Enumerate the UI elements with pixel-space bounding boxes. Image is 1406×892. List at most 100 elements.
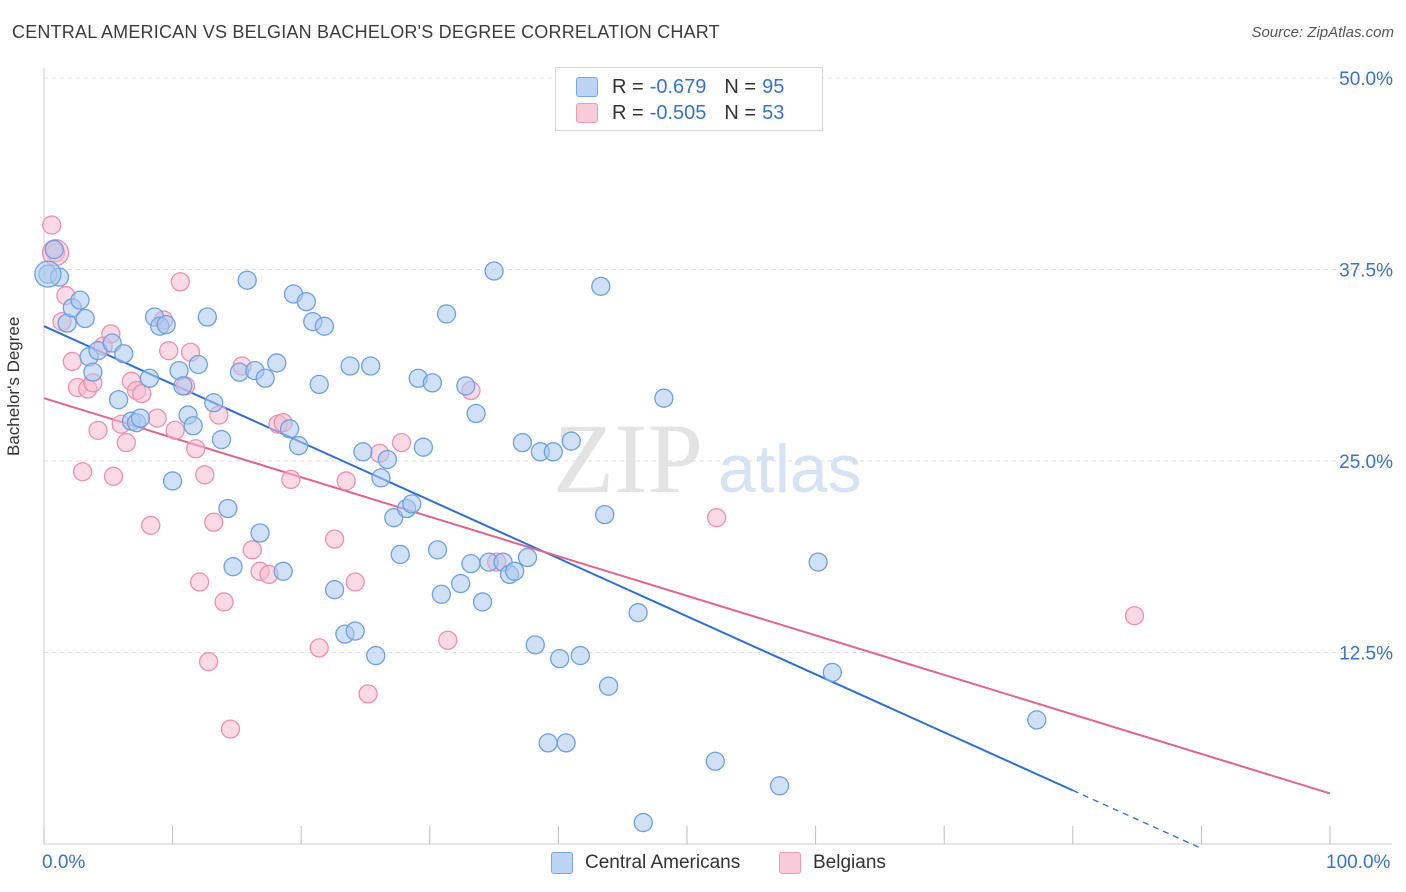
central-american-point: [390, 544, 410, 565]
central-american-point: [595, 504, 615, 525]
central-american-point: [162, 471, 183, 491]
watermark: ZIP atlas: [553, 403, 862, 514]
central-american-point: [633, 812, 653, 833]
y-axis-label: Bachelor's Degree: [4, 316, 23, 456]
legend-swatch-blue: [551, 852, 573, 874]
belgian-point: [309, 638, 329, 658]
legend-item-central-americans[interactable]: Central Americans: [551, 852, 740, 874]
belgian-point: [170, 272, 190, 292]
central-american-point: [654, 388, 674, 408]
central-american-point: [371, 468, 391, 488]
central-american-point: [309, 374, 329, 395]
y-tick-labels: 12.5% 25.0% 37.5% 50.0%: [1339, 69, 1393, 665]
correlation-legend: R = -0.679 N = 95 R = -0.505 N = 53: [555, 67, 823, 131]
central-american-point: [525, 635, 545, 655]
belgian-point: [324, 529, 345, 549]
belgian-point: [159, 341, 179, 361]
central-american-point: [75, 308, 95, 329]
central-american-point: [130, 408, 151, 428]
central-american-point: [255, 368, 275, 388]
r-value: -0.679: [649, 75, 707, 98]
belgian-point: [438, 630, 458, 650]
central-american-point: [218, 498, 238, 519]
x-tick-label-min: 0.0%: [42, 852, 86, 873]
central-american-point: [250, 523, 270, 543]
belgian-point: [358, 684, 378, 704]
central-american-point: [108, 390, 129, 410]
belgian-point: [88, 420, 108, 441]
central-american-point: [340, 356, 360, 376]
central-american-point: [314, 316, 334, 336]
central-american-point: [598, 676, 619, 696]
central-american-point: [466, 403, 486, 424]
central-american-point: [808, 552, 828, 572]
central-american-point: [267, 353, 287, 373]
central-american-point: [183, 416, 203, 436]
central-american-point: [402, 494, 422, 514]
belgians-trend-line: [43, 397, 1331, 795]
central-american-point: [273, 561, 293, 581]
belgian-point: [336, 471, 356, 491]
belgian-point: [204, 512, 224, 532]
central-american-point: [505, 561, 525, 581]
central-american-point: [436, 304, 457, 324]
belgian-point: [186, 439, 206, 459]
belgian-point: [165, 420, 185, 441]
central-american-point: [237, 270, 257, 290]
central-american-point: [366, 645, 386, 666]
belgian-point: [42, 215, 62, 235]
central-american-point: [188, 354, 208, 375]
belgian-point: [1124, 606, 1145, 626]
belgian-point: [391, 432, 412, 453]
source-label: Source: ZipAtlas.com: [1251, 24, 1394, 41]
central-american-point: [422, 373, 443, 393]
belgians-points: [41, 215, 1145, 739]
central-american-point: [570, 645, 590, 666]
central-american-point: [512, 432, 533, 453]
belgian-point: [62, 351, 82, 372]
central-american-point: [591, 276, 611, 297]
legend-row-belgians: R = -0.505 N = 53: [576, 101, 784, 125]
central-american-point: [44, 239, 64, 260]
belgian-point: [72, 462, 93, 482]
legend-label: Belgians: [813, 852, 886, 873]
central-american-point: [472, 592, 493, 612]
central-american-point: [822, 662, 842, 683]
legend-swatch-pink: [576, 103, 598, 123]
belgian-point: [147, 408, 167, 428]
belgian-point: [132, 383, 152, 404]
series-legend: Central Americans Belgians: [0, 850, 1406, 878]
belgian-point: [214, 592, 234, 612]
watermark-atlas: atlas: [718, 431, 862, 507]
central-american-point: [1027, 710, 1047, 730]
central-american-point: [484, 261, 504, 281]
belgian-point: [220, 719, 241, 739]
y-tick-label: 12.5%: [1339, 644, 1393, 665]
central-american-point: [456, 376, 476, 396]
central-american-point: [538, 733, 558, 753]
belgian-point: [195, 465, 215, 485]
central-americans-trend-extension: [1072, 789, 1202, 849]
legend-swatch-pink: [779, 852, 801, 874]
central-american-point: [114, 344, 134, 364]
central-american-point: [461, 553, 481, 574]
belgian-point: [141, 515, 161, 535]
y-tick-label: 37.5%: [1339, 261, 1393, 282]
legend-item-belgians[interactable]: Belgians: [779, 852, 886, 874]
central-american-point: [83, 362, 103, 382]
chart-title: CENTRAL AMERICAN VS BELGIAN BACHELOR'S D…: [12, 22, 720, 42]
y-tick-label: 50.0%: [1339, 69, 1393, 90]
belgian-point: [281, 469, 301, 490]
central-american-point: [345, 621, 365, 641]
r-label: R =: [612, 101, 644, 124]
central-american-point: [550, 648, 570, 669]
legend-label: Central Americans: [585, 852, 741, 873]
n-label: N =: [724, 75, 757, 98]
central-american-point: [211, 429, 232, 450]
n-value: 53: [762, 101, 785, 124]
central-american-point: [451, 573, 471, 594]
central-american-point: [628, 603, 648, 623]
central-american-point: [561, 431, 581, 451]
belgian-point: [198, 652, 219, 672]
